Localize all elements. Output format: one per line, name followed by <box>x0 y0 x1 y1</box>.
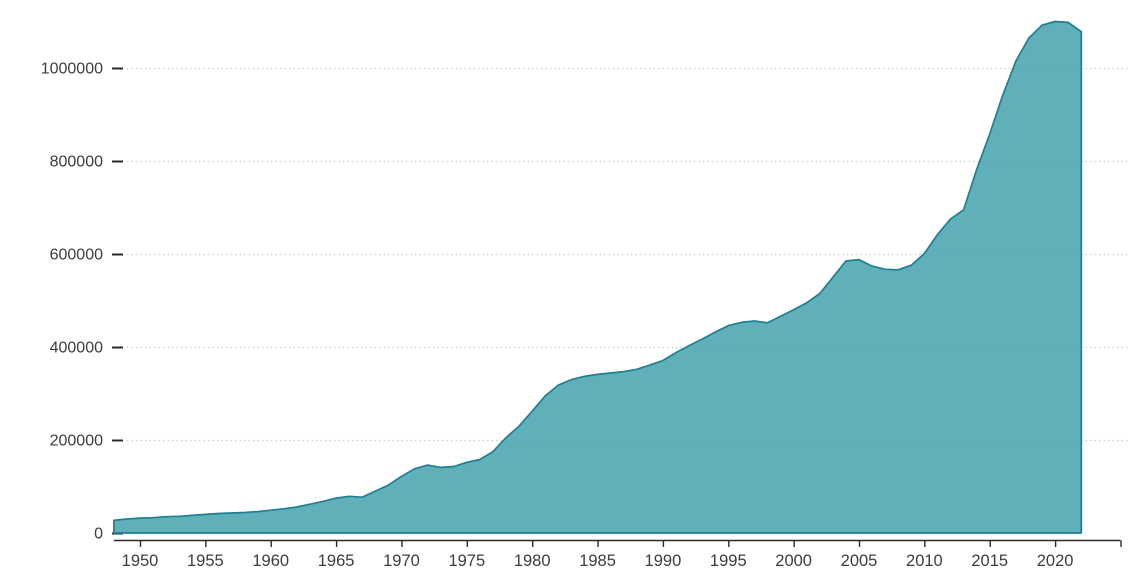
x-tick-label: 2005 <box>841 552 878 570</box>
x-tick-label: 1960 <box>252 552 289 570</box>
x-tick-label: 1950 <box>122 552 159 570</box>
x-tick-label: 1995 <box>710 552 747 570</box>
y-tick-label: 200000 <box>50 433 103 450</box>
y-tick-label: 1000000 <box>41 61 103 78</box>
x-tick-label: 1975 <box>448 552 485 570</box>
x-tick-label: 1980 <box>514 552 551 570</box>
y-tick-label: 400000 <box>50 340 103 357</box>
y-tick-label: 800000 <box>50 154 103 171</box>
x-axis-labels: 1950 1955 1960 1965 1970 1975 1980 1985 1990 1995… <box>122 552 1074 570</box>
x-tick-label: 2000 <box>775 552 812 570</box>
y-tick-label: 600000 <box>50 247 103 264</box>
area-path <box>113 20 1083 534</box>
x-tick-label: 1985 <box>579 552 616 570</box>
x-tick-label: 1970 <box>383 552 420 570</box>
y-axis-labels: 0 200000 400000 600000 800000 1000000 <box>41 61 103 543</box>
x-tick-label: 1990 <box>645 552 682 570</box>
x-tick-label: 2020 <box>1037 552 1074 570</box>
x-tick-label: 1965 <box>318 552 355 570</box>
x-tick-label: 1955 <box>187 552 224 570</box>
x-tick-label: 2015 <box>971 552 1008 570</box>
x-tick-label: 2010 <box>906 552 943 570</box>
area-series <box>113 20 1083 534</box>
x-axis <box>113 539 1122 547</box>
y-tick-label: 0 <box>94 526 103 543</box>
